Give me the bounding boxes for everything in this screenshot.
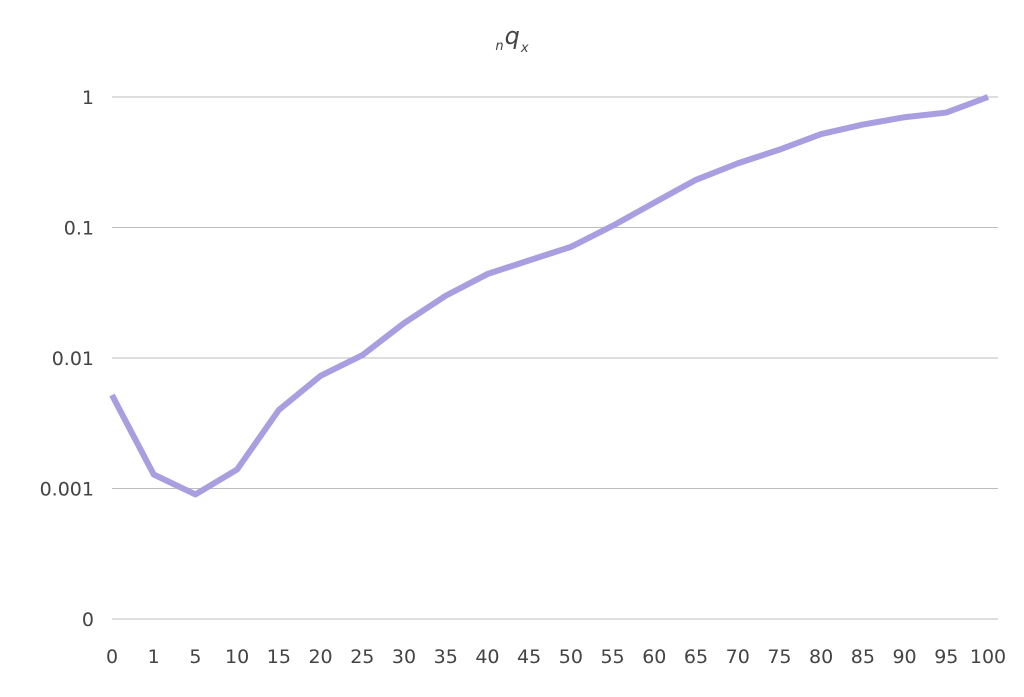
chart-title-main: q <box>504 22 520 50</box>
gridlines <box>112 96 998 620</box>
x-tick-label: 15 <box>267 646 291 668</box>
y-tick-label: 0.01 <box>52 348 94 370</box>
x-tick-label: 60 <box>642 646 666 668</box>
chart-title-right-subscript: x <box>520 41 529 56</box>
chart-title: nqx <box>0 22 1024 56</box>
y-tick-label: 0 <box>82 609 94 631</box>
x-tick-label: 90 <box>892 646 916 668</box>
x-tick-label: 45 <box>517 646 541 668</box>
x-tick-label: 75 <box>767 646 791 668</box>
x-tick-label: 70 <box>726 646 750 668</box>
x-tick-label: 40 <box>475 646 499 668</box>
y-axis-tick-labels: 0 0.001 0.01 0.1 1 <box>40 87 94 631</box>
x-tick-label: 50 <box>559 646 583 668</box>
x-tick-label: 85 <box>851 646 875 668</box>
x-tick-label: 95 <box>934 646 958 668</box>
x-tick-label: 20 <box>308 646 332 668</box>
y-tick-label: 0.1 <box>64 218 94 240</box>
x-tick-label: 80 <box>809 646 833 668</box>
x-tick-label: 0 <box>106 646 118 668</box>
x-tick-label: 30 <box>392 646 416 668</box>
series-group <box>109 94 990 498</box>
x-axis-tick-labels: 0 1 5 10 15 20 25 30 35 40 45 50 55 60 65 70 75 80 85 90 95 1… <box>106 646 1006 668</box>
x-tick-label: 25 <box>350 646 374 668</box>
x-tick-label: 35 <box>434 646 458 668</box>
series-line <box>109 94 990 498</box>
x-tick-label: 5 <box>189 646 201 668</box>
x-tick-label: 55 <box>600 646 624 668</box>
y-tick-label: 1 <box>82 87 94 109</box>
x-tick-label: 100 <box>970 646 1006 668</box>
x-tick-label: 65 <box>684 646 708 668</box>
y-tick-label: 0.001 <box>40 479 94 501</box>
chart-title-left-subscript: n <box>495 39 504 54</box>
x-tick-label: 1 <box>148 646 160 668</box>
x-tick-label: 10 <box>225 646 249 668</box>
